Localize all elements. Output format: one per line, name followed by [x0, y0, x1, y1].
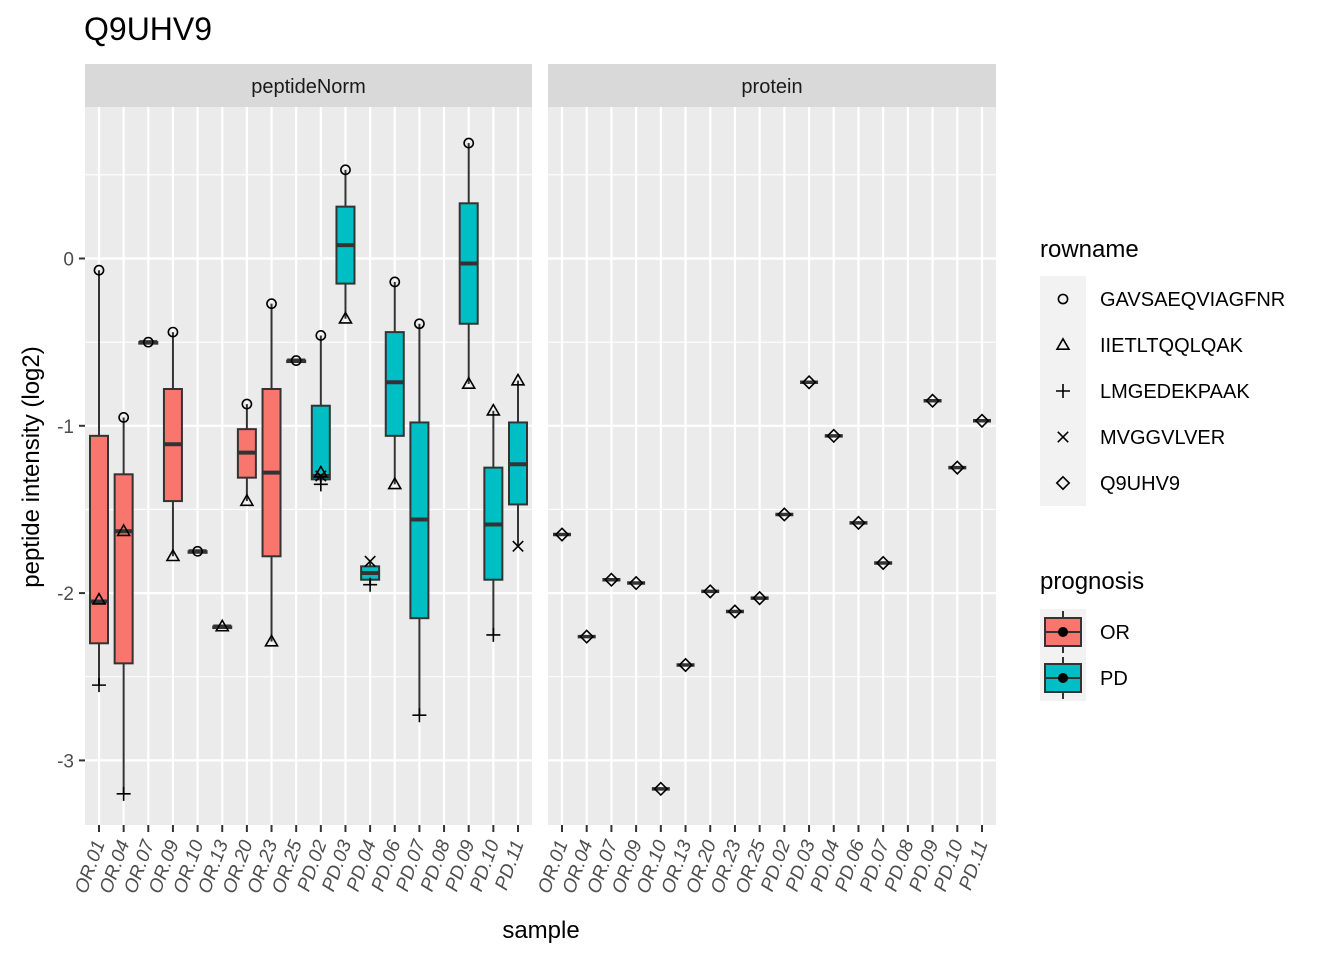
point-circle [463, 137, 475, 149]
legend-prognosis-label: OR [1100, 622, 1130, 644]
point-cross [315, 470, 327, 482]
point-diamond [974, 413, 990, 429]
panel-protein-strip-label: protein [741, 76, 802, 98]
point-diamond [777, 507, 792, 522]
point-circle [266, 298, 277, 310]
point-diamond [579, 629, 595, 644]
point-plus [313, 477, 328, 492]
legend-key-background [1040, 322, 1086, 368]
point-circle [315, 330, 327, 341]
panel-protein-strip [548, 64, 996, 107]
x-axis-title: sample [502, 917, 579, 944]
y-axis: 0 -1 -2 -3 [57, 250, 85, 772]
point-diamond [653, 781, 669, 797]
point-diamond [702, 584, 718, 599]
panel-peptidenorm-strip-label: peptideNorm [251, 76, 366, 98]
legend-prognosis-label: PD [1100, 668, 1128, 690]
point-diamond [604, 572, 619, 588]
x-axis-protein: OR.01OR.04OR.07OR.09OR.10OR.13OR.20OR.23… [534, 825, 993, 896]
point-triangle [165, 548, 181, 562]
point-triangle [485, 402, 501, 416]
y-tick-label: -2 [57, 584, 74, 605]
y-axis-title: peptide intensity (log2) [18, 346, 45, 587]
legend-rowname-label: IIETLTQQLQAK [1100, 335, 1244, 357]
point-diamond [851, 515, 866, 531]
box-pd-02 [310, 404, 331, 481]
point-diamond [727, 604, 743, 619]
point-circle [414, 318, 425, 330]
legend-prognosis-items: OR PD [1040, 609, 1130, 701]
box-or-04 [113, 473, 134, 665]
point-diamond [826, 428, 842, 444]
legend-key-dot [1058, 627, 1068, 637]
legend-rowname: rowname GAVSAEQVIAGFNR IIETLTQQLQAK LMGEDE… [1040, 236, 1285, 506]
point-plus [486, 627, 501, 642]
point-triangle [338, 310, 353, 324]
point-plus [412, 708, 427, 723]
point-diamond [925, 393, 940, 409]
point-circle [290, 355, 302, 366]
point-circle [93, 264, 105, 276]
marks-peptidenorm [89, 137, 528, 801]
point-diamond [628, 575, 644, 591]
marks-protein [553, 374, 991, 797]
legend-rowname-label: GAVSAEQVIAGFNR [1100, 289, 1285, 311]
point-plus [363, 577, 378, 592]
panel-peptidenorm-strip [85, 64, 532, 107]
legend-prognosis: prognosis OR PD [1040, 568, 1144, 701]
point-circle [389, 276, 401, 288]
grid-protein [548, 107, 996, 825]
point-cross [364, 555, 376, 568]
point-triangle [91, 591, 107, 605]
point-diamond [678, 657, 693, 673]
point-plus [116, 786, 131, 801]
legend-key-triangle [1055, 337, 1071, 351]
y-tick-label: -1 [57, 417, 74, 438]
legend-key-circle [1057, 293, 1069, 305]
point-triangle [387, 476, 403, 490]
point-circle [118, 412, 130, 423]
chart-title: Q9UHV9 [84, 11, 212, 47]
point-diamond [801, 374, 817, 390]
point-circle [241, 398, 253, 410]
point-triangle [461, 376, 477, 389]
legend-key-diamond [1055, 475, 1071, 491]
point-circle [192, 545, 203, 557]
point-circle [340, 164, 351, 176]
box-or-01 [89, 434, 109, 645]
point-diamond [949, 460, 965, 475]
point-cross [512, 540, 524, 553]
point-triangle [264, 633, 279, 647]
point-triangle [214, 618, 230, 632]
legend-rowname-label: LMGEDEKPAAK [1100, 381, 1250, 403]
point-triangle [239, 493, 255, 507]
panel-peptidenorm: peptideNorm [85, 64, 532, 825]
y-tick-label: 0 [63, 250, 74, 271]
point-plus [92, 678, 106, 693]
legend-prognosis-title: prognosis [1040, 568, 1144, 595]
y-tick-label: -3 [57, 751, 74, 772]
panel-peptidenorm-background [85, 107, 532, 825]
legend-key-dot [1058, 673, 1068, 683]
point-diamond [554, 527, 570, 542]
legend-rowname-label: MVGGVLVER [1100, 427, 1225, 449]
legend-rowname-items: GAVSAEQVIAGFNR IIETLTQQLQAK LMGEDEKPAAK MVG… [1040, 276, 1285, 506]
legend-rowname-title: rowname [1040, 236, 1139, 263]
legend-rowname-label: Q9UHV9 [1100, 473, 1180, 495]
point-triangle [510, 372, 526, 386]
panel-protein-background [548, 107, 996, 825]
point-triangle [116, 523, 132, 537]
point-diamond [752, 590, 767, 606]
legend-key-background [1040, 460, 1086, 506]
x-axis-peptidenorm: OR.01OR.04OR.07OR.09OR.10OR.13OR.20OR.23… [71, 825, 529, 896]
point-circle [167, 326, 179, 338]
point-circle [142, 336, 154, 348]
legend-key-cross [1057, 431, 1069, 443]
panel-protein: protein [548, 64, 996, 825]
legend-key-background [1040, 276, 1086, 322]
point-diamond [875, 555, 891, 571]
legend-key-plus [1056, 384, 1070, 398]
